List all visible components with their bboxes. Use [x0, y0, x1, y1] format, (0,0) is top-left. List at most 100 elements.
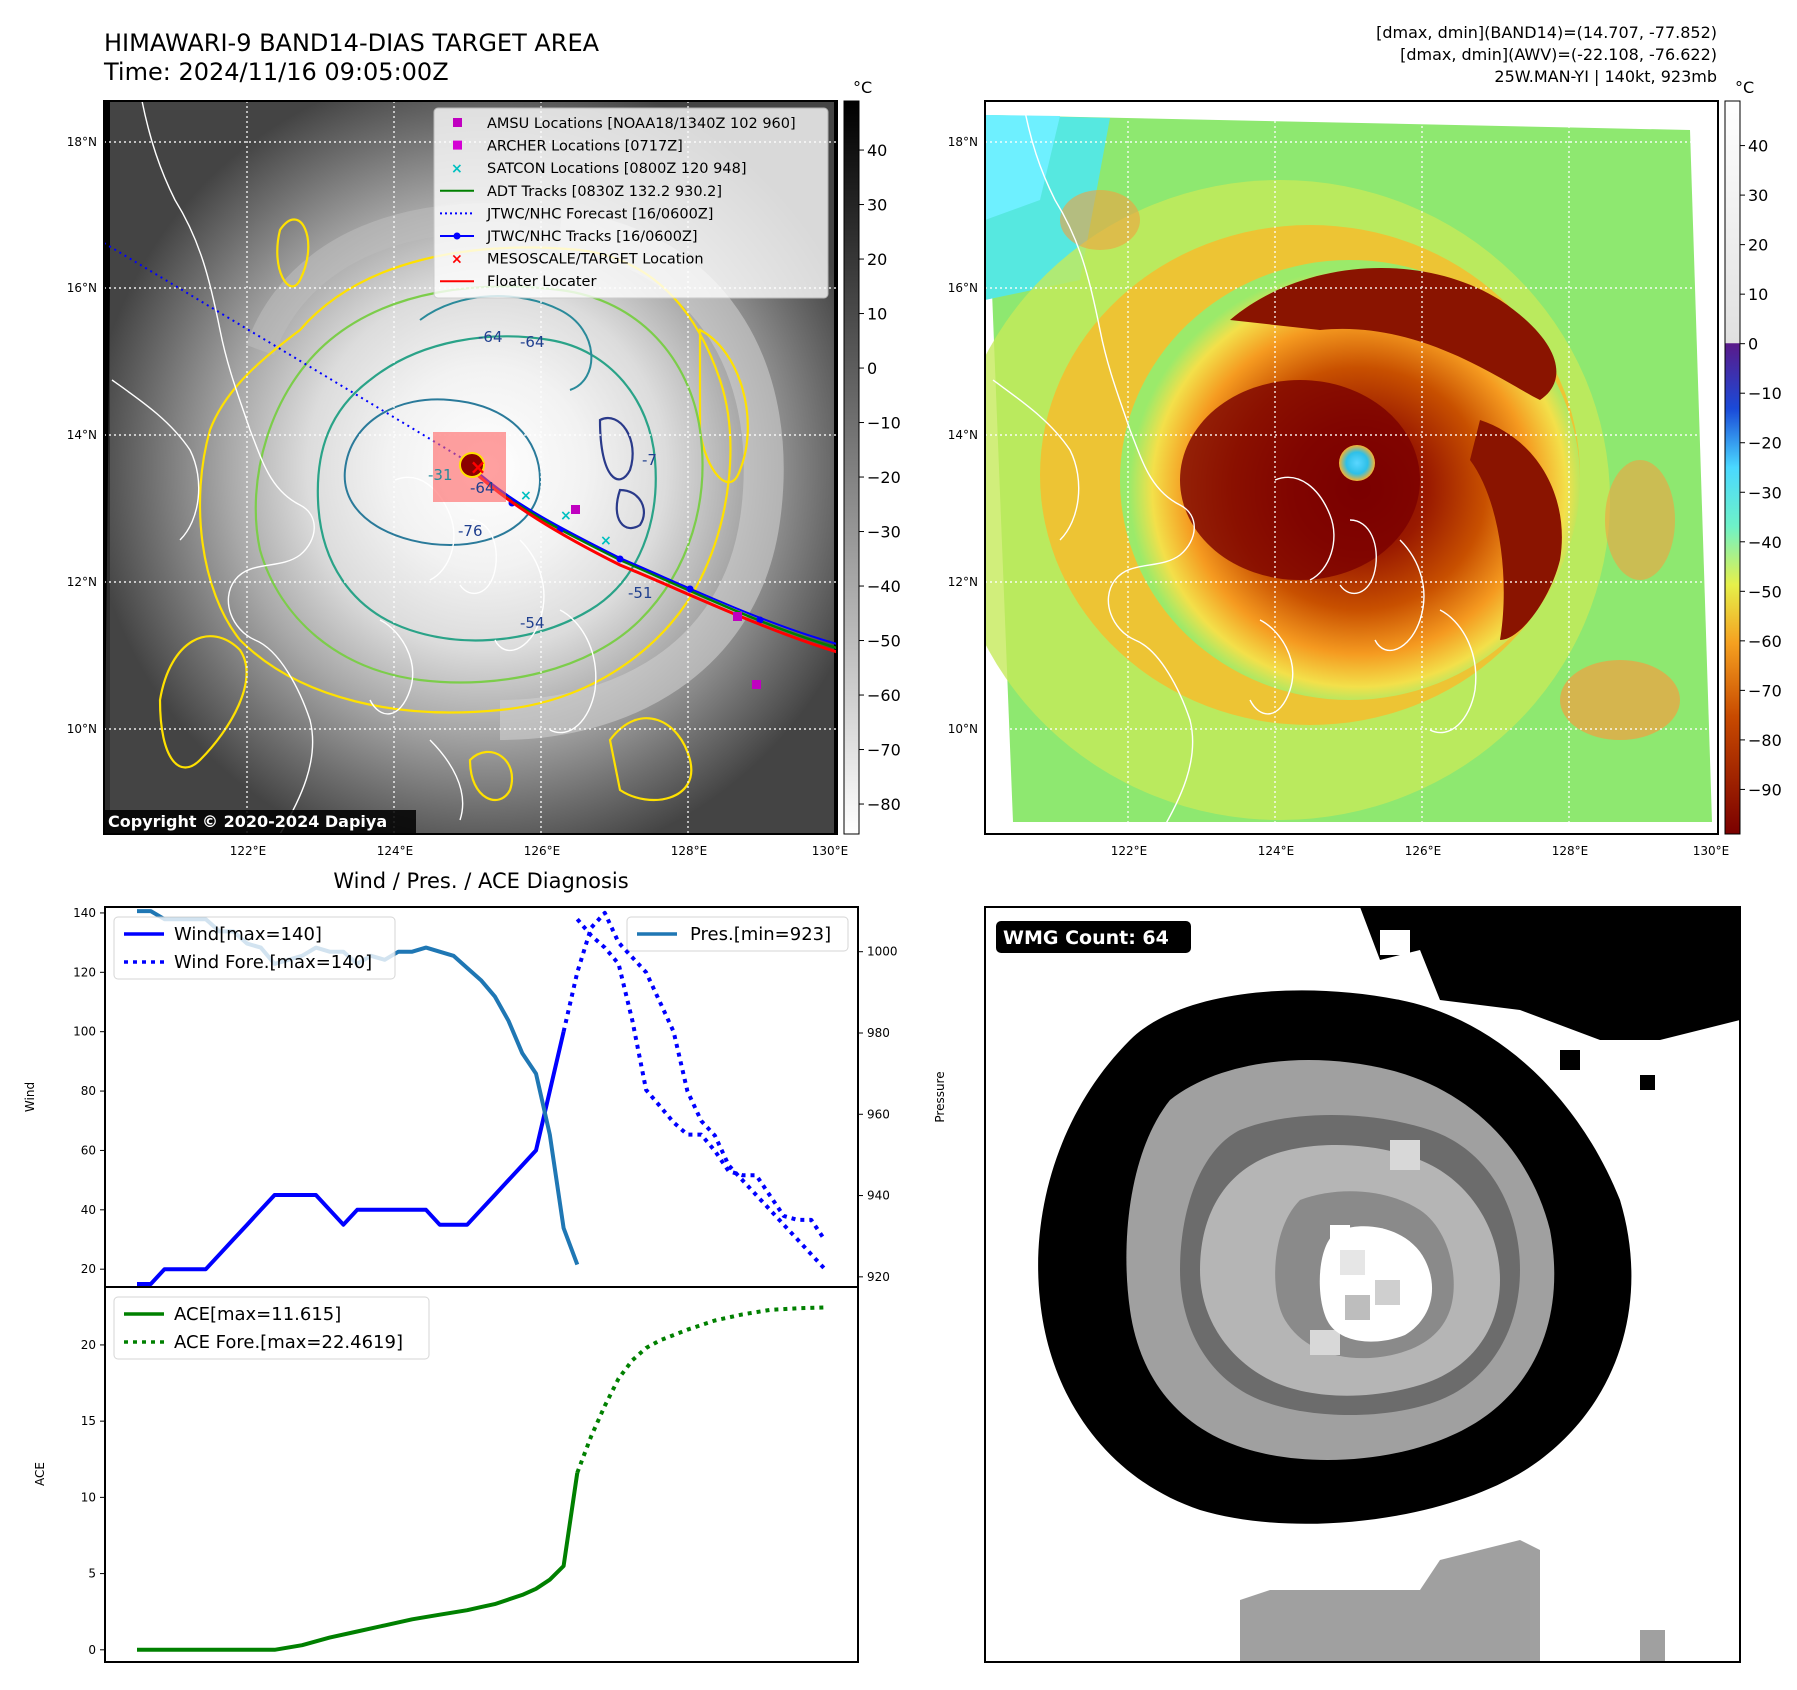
colorbar-tick-label: −90	[1748, 780, 1782, 799]
y-tick-label: 20	[81, 1338, 96, 1352]
y-tick-label: 15	[81, 1414, 96, 1428]
awv-colorbar: °C 40 30 20 10 0 −10 −20 −30 −40 −50 −60 −70 −80 −90	[1724, 78, 1782, 835]
archer-marker-2	[752, 680, 761, 689]
legend-dot	[453, 232, 461, 240]
legend-label: JTWC/NHC Forecast [16/0600Z]	[486, 206, 713, 222]
y-tick-label: 10	[81, 1490, 96, 1504]
ir-lon-label: 128°E	[671, 844, 708, 858]
colorbar-tick-label: −30	[867, 523, 901, 542]
colorbar-tick-label: 20	[1748, 236, 1768, 255]
series-line-pres-fore	[575, 917, 827, 1242]
storm-id: 25W.MAN-YI | 140kt, 923mb	[1494, 67, 1717, 86]
legend-x-marker: ×	[451, 252, 463, 268]
series-line-wind-fore-max-140-	[561, 910, 827, 1271]
colorbar-tick-label: −20	[867, 468, 901, 487]
ace-chart: 0 5 10 15 20 ACE ACE[max=11.615] ACE Fore.[m…	[33, 1286, 859, 1663]
ir-lon-label: 122°E	[230, 844, 267, 858]
colorbar-tick-label: −80	[1748, 731, 1782, 750]
pressure-axis-label: Pressure	[933, 1071, 947, 1122]
y-tick-label: 20	[81, 1262, 96, 1276]
ir-colorbar: °C 40 30 20 10 0 −10 −20 −30 −40 −50 −60 −70 −80	[843, 78, 901, 835]
awv-gridlines	[985, 101, 1718, 834]
storm-eye	[459, 452, 485, 478]
awv-lat-label: 16°N	[948, 281, 978, 295]
ir-axis-labels: 122°E 124°E 126°E 128°E 130°E 18°N 16°N …	[67, 135, 849, 858]
contour-label: -31	[428, 466, 453, 484]
y-tick-label: 1000	[867, 945, 898, 959]
contour-label: -54	[520, 614, 545, 632]
legend-label: ADT Tracks [0830Z 132.2 930.2]	[487, 184, 722, 200]
y-tick-label: 940	[867, 1189, 890, 1203]
awv-lon-label: 126°E	[1405, 844, 1442, 858]
contour-label: -7	[642, 451, 657, 469]
awv-lon-label: 130°E	[1693, 844, 1730, 858]
diagnosis-title: Wind / Pres. / ACE Diagnosis	[333, 869, 628, 893]
y-tick-label: 5	[88, 1567, 96, 1581]
wind-legend-label: Wind[max=140]	[174, 924, 322, 945]
wind-legend: Wind[max=140] Wind Fore.[max=140]	[113, 916, 396, 980]
colorbar-tick-label: −80	[867, 795, 901, 814]
contour-label: -76	[458, 522, 483, 540]
coastline	[111, 101, 597, 834]
y-tick-label: 60	[81, 1143, 96, 1157]
legend-label: SATCON Locations [0800Z 120 948]	[487, 161, 746, 177]
legend-item: JTWC/NHC Forecast [16/0600Z]	[440, 206, 713, 222]
series-line-ace-max-11-615-	[137, 1472, 580, 1652]
colorbar-tick-label: 30	[867, 196, 887, 215]
band14-range: [dmax, dmin](BAND14)=(14.707, -77.852)	[1376, 23, 1717, 42]
y-tick-label: 140	[73, 906, 96, 920]
series-line-ace-fore-max-22-4619-	[575, 1305, 826, 1474]
legend-item: AMSU Locations [NOAA18/1340Z 102 960]	[453, 116, 796, 132]
colorbar-tick-label: 0	[867, 359, 877, 378]
series-line-wind-max-140-	[137, 1031, 566, 1286]
contour-label: -64	[478, 328, 503, 346]
awv-lon-label: 124°E	[1258, 844, 1295, 858]
colorbar-tick-label: 0	[1748, 335, 1758, 354]
colorbar-tick-label: −30	[1748, 483, 1782, 502]
colorbar-tick-label: −70	[867, 741, 901, 760]
ace-legend: ACE[max=11.615] ACE Fore.[max=22.4619]	[113, 1296, 430, 1360]
ir-lat-label: 12°N	[67, 575, 97, 589]
colorbar-tick-label: 20	[867, 250, 887, 269]
legend-label: AMSU Locations [NOAA18/1340Z 102 960]	[487, 116, 796, 132]
colorbar-tick-label: −60	[867, 686, 901, 705]
colorbar-tick-label: −70	[1748, 681, 1782, 700]
colorbar-tick-label: −60	[1748, 632, 1782, 651]
pressure-legend: Pres.[min=923]	[626, 916, 849, 952]
legend-item: ADT Tracks [0830Z 132.2 930.2]	[440, 184, 722, 200]
legend-item: × MESOSCALE/TARGET Location	[451, 252, 704, 268]
amsu-marker	[571, 505, 580, 514]
wind-pressure-chart: 20 40 60 80 100 120 140 920 940 960 980 1000 Wind …	[23, 906, 947, 1288]
legend-label: JTWC/NHC Tracks [16/0600Z]	[486, 229, 698, 245]
ir-lat-label: 10°N	[67, 722, 97, 736]
jtwc-track-points	[508, 499, 764, 624]
wmg-count-badge: WMG Count: 64	[1003, 927, 1169, 949]
wmg-panel: WMG Count: 64	[984, 906, 1741, 1663]
awv-lat-label: 14°N	[948, 428, 978, 442]
awv-lat-label: 12°N	[948, 575, 978, 589]
legend-square-marker	[453, 118, 462, 127]
legend-x-marker: ×	[451, 161, 463, 177]
colorbar-tick-label: −50	[1748, 582, 1782, 601]
legend-item: ARCHER Locations [0717Z]	[453, 139, 683, 155]
colorbar-tick-label: −10	[867, 414, 901, 433]
colorbar-tick-label: −40	[867, 577, 901, 596]
colorbar-tick-label: 10	[867, 305, 887, 324]
svg-text:×: ×	[520, 488, 532, 504]
wind-forecast-legend-label: Wind Fore.[max=140]	[174, 952, 372, 973]
ir-legend: AMSU Locations [NOAA18/1340Z 102 960] ARC…	[433, 107, 829, 299]
ir-lon-label: 124°E	[377, 844, 414, 858]
awv-lat-label: 18°N	[948, 135, 978, 149]
colorbar-tick-label: 30	[1748, 186, 1768, 205]
pressure-legend-label: Pres.[min=923]	[690, 924, 831, 945]
y-tick-label: 960	[867, 1107, 890, 1121]
legend-label: Floater Locater	[487, 274, 596, 290]
svg-text:×: ×	[600, 533, 612, 549]
awv-lon-label: 122°E	[1111, 844, 1148, 858]
awv-colorbar-unit: °C	[1735, 78, 1754, 97]
colorbar-tick-label: 40	[1748, 137, 1768, 156]
y-tick-label: 100	[73, 1025, 96, 1039]
figure-title: HIMAWARI-9 BAND14-DIAS TARGET AREA	[104, 29, 600, 57]
contour-label: -64	[470, 479, 495, 497]
